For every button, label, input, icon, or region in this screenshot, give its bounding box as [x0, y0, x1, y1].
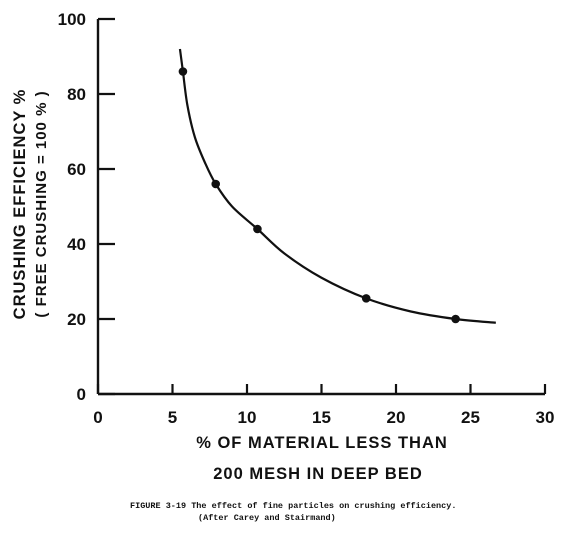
y-tick-label: 100 — [58, 10, 86, 29]
x-tick-label: 25 — [461, 408, 480, 427]
y-tick-label: 60 — [67, 160, 86, 179]
x-axis-title-line1: % OF MATERIAL LESS THAN — [196, 434, 448, 452]
y-tick-label: 40 — [67, 235, 86, 254]
y-tick-label: 20 — [67, 310, 86, 329]
x-axis-title-line2: 200 MESH IN DEEP BED — [213, 465, 423, 483]
y-axis-title-line2: ( FREE CRUSHING = 100 % ) — [33, 90, 50, 317]
data-point — [178, 67, 188, 76]
x-tick-label: 30 — [536, 408, 555, 427]
y-tick-label: 80 — [67, 85, 86, 104]
data-point — [211, 179, 221, 189]
ticks — [96, 17, 547, 396]
y-axis-title-line1: CRUSHING EFFICIENCY % — [11, 89, 29, 320]
tick-labels: 0 5 10 15 20 25 30 0 20 40 60 80 100 — [58, 10, 555, 427]
data-points — [178, 67, 460, 324]
x-tick-label: 15 — [312, 408, 331, 427]
figure-caption-line2: (After Carey and Stairmand) — [198, 513, 336, 523]
x-tick-label: 0 — [93, 408, 102, 427]
figure-caption-line1: FIGURE 3-19 The effect of fine particles… — [130, 501, 456, 511]
x-tick-label: 10 — [238, 408, 257, 427]
fit-curve — [178, 48, 496, 324]
y-tick-label: 0 — [77, 385, 86, 404]
x-tick-label: 20 — [387, 408, 406, 427]
data-point — [451, 314, 460, 324]
data-point — [253, 224, 262, 234]
x-tick-label: 5 — [168, 408, 177, 427]
data-point — [361, 294, 371, 303]
axes — [96, 19, 545, 396]
